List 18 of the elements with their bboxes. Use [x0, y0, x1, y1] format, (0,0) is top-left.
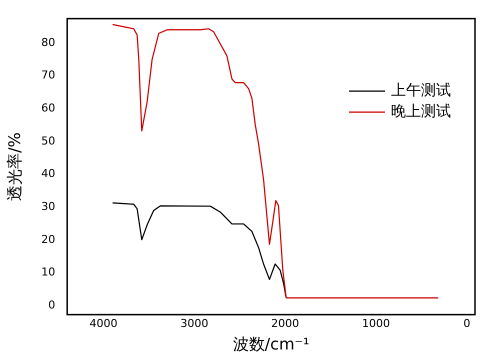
legend-label: 上午测试	[391, 80, 451, 99]
y-tick-label: 30	[41, 200, 56, 214]
x-tick-label: 2000	[271, 317, 300, 330]
x-tick-label: 4000	[90, 317, 118, 330]
y-tick-label: 40	[41, 167, 56, 180]
x-tick-label: 3000	[180, 317, 208, 330]
y-tick-label: 80	[41, 36, 56, 49]
y-tick-label: 10	[41, 266, 56, 279]
y-axis-title: 透光率/%	[4, 132, 24, 201]
y-tick-label: 0	[48, 298, 56, 312]
y-tick-label: 60	[41, 101, 56, 114]
x-tick-label: 1000	[362, 317, 390, 330]
y-tick-label: 70	[41, 68, 56, 82]
y-tick-label: 20	[41, 232, 56, 246]
legend-label: 晚上测试	[391, 102, 451, 120]
x-tick-label: 0	[463, 317, 470, 330]
x-axis-title: 波数/cm⁻¹	[232, 334, 310, 354]
y-tick-label: 50	[41, 134, 56, 148]
